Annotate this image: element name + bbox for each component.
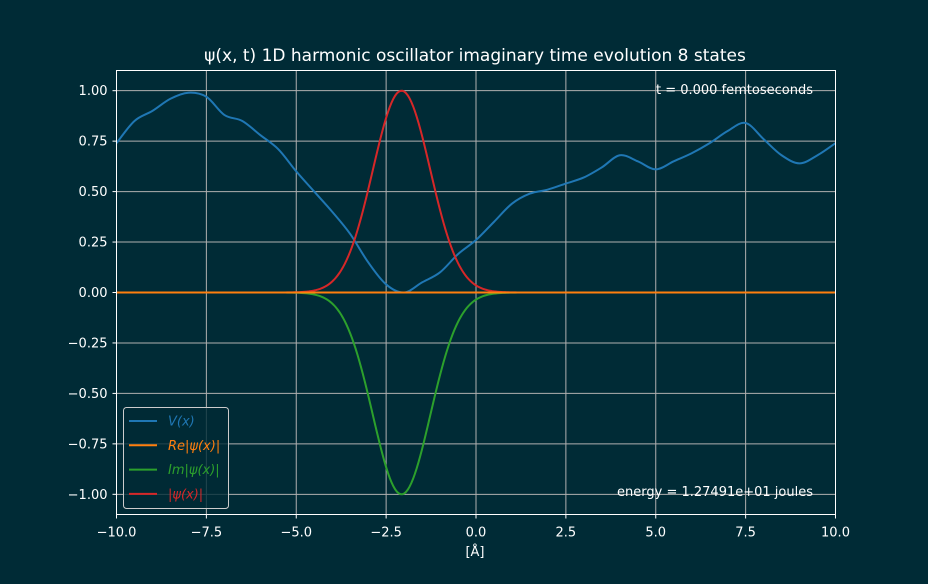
y-tick-label: 0.75 [79,135,108,150]
x-tick-label: 2.5 [556,526,577,541]
y-tick-label: 0.00 [79,286,108,301]
series-layer [115,89,837,496]
y-tick-label: −0.25 [68,336,108,351]
x-tick-label: −10.0 [97,526,137,541]
y-tick-label: 0.25 [79,236,108,251]
x-tick-label: 7.5 [735,526,756,541]
y-axis: 1.00 0.75 0.50 0.25 0.00 −0.25 −0.50 −0.75 −1.00 [68,84,117,503]
x-tick-label: −2.5 [370,526,402,541]
series-line [115,91,837,294]
y-tick-label: −1.00 [68,488,108,503]
x-tick-label: 5.0 [645,526,666,541]
legend: V(x) Re|ψ(x)| Im|ψ(x)| |ψ(x)| [123,407,229,509]
y-tick-label: 1.00 [79,84,108,99]
time-annotation: t = 0.000 femtoseconds [656,83,813,98]
y-tick-label: −0.75 [68,437,108,452]
chart-title: ψ(x, t) 1D harmonic oscillator imaginary… [204,46,746,66]
y-tick-label: 0.50 [79,185,108,200]
energy-annotation: energy = 1.27491e+01 joules [617,485,813,500]
legend-label: Re|ψ(x)| [168,439,220,454]
legend-label: Im|ψ(x)| [168,463,220,478]
x-axis: −10.0 −7.5 −5.0 −2.5 0.0 2.5 5.0 7.5 10.0 [97,514,850,541]
y-tick-label: −0.50 [68,387,108,402]
x-tick-label: 10.0 [821,526,850,541]
legend-items: V(x) Re|ψ(x)| Im|ψ(x)| |ψ(x)| [129,415,220,502]
x-axis-label: [Å] [465,544,484,560]
x-tick-label: −7.5 [191,526,223,541]
x-tick-label: 0.0 [466,526,487,541]
x-tick-label: −5.0 [280,526,312,541]
legend-label: V(x) [168,415,195,430]
legend-label: |ψ(x)| [168,487,203,502]
legend-frame [123,407,229,509]
